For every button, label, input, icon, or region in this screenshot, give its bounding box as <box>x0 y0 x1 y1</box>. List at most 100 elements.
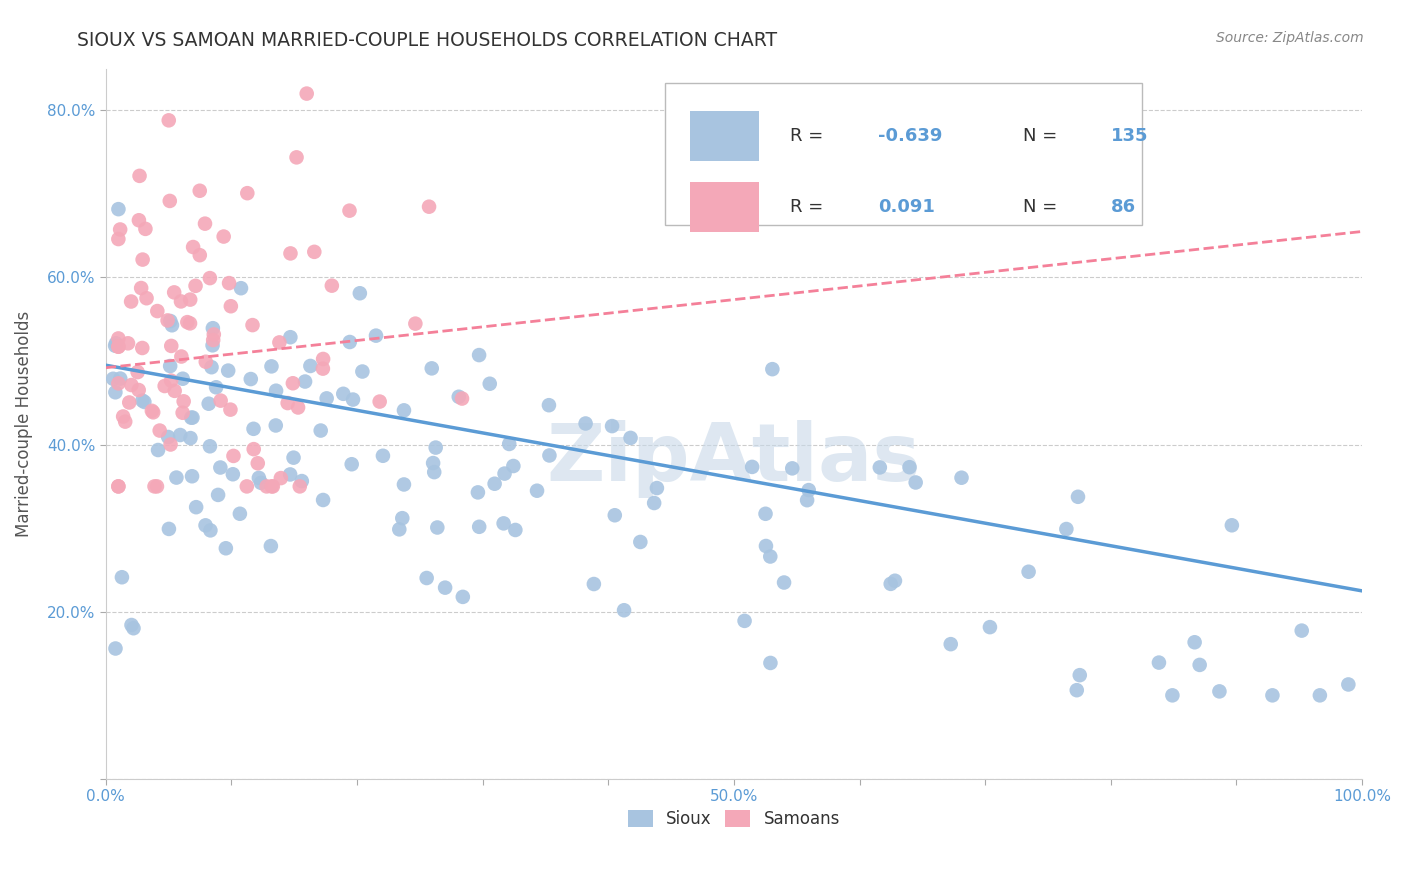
Point <box>131 341 153 355</box>
Point <box>285 150 308 164</box>
Point <box>780 461 803 475</box>
Point <box>104 339 127 353</box>
Point <box>478 376 501 391</box>
Point <box>600 419 623 434</box>
Point <box>219 402 242 417</box>
Text: R =: R = <box>790 127 830 145</box>
Point <box>260 539 283 553</box>
Point <box>342 392 364 407</box>
Point <box>179 293 201 307</box>
Point <box>294 375 316 389</box>
Point <box>645 481 668 495</box>
Point <box>537 398 560 412</box>
Point <box>160 339 183 353</box>
Point <box>217 363 239 377</box>
Point <box>451 590 474 604</box>
Point <box>129 281 152 295</box>
Point <box>247 471 270 485</box>
Point <box>574 417 596 431</box>
Point <box>422 456 444 470</box>
Point <box>494 467 516 481</box>
Point <box>134 222 156 236</box>
Point <box>939 637 962 651</box>
Text: Source: ZipAtlas.com: Source: ZipAtlas.com <box>1216 31 1364 45</box>
Point <box>423 465 446 479</box>
Point <box>181 469 204 483</box>
Point <box>884 574 907 588</box>
Point <box>153 379 176 393</box>
Text: ZipAtlas: ZipAtlas <box>547 420 921 499</box>
Point <box>392 403 415 417</box>
Point <box>194 355 217 369</box>
Point <box>388 522 411 536</box>
Point <box>180 410 202 425</box>
Point <box>304 244 326 259</box>
Point <box>107 479 129 493</box>
Point <box>104 385 127 400</box>
Point <box>1188 657 1211 672</box>
Point <box>246 456 269 470</box>
Point <box>117 336 139 351</box>
Point <box>107 202 129 216</box>
Point <box>236 479 259 493</box>
Point <box>468 520 491 534</box>
Point <box>242 318 264 332</box>
Point <box>176 315 198 329</box>
Point <box>339 334 361 349</box>
Point <box>340 457 363 471</box>
Point <box>110 371 132 385</box>
FancyBboxPatch shape <box>690 112 759 161</box>
Point <box>159 194 181 208</box>
Point <box>1161 689 1184 703</box>
Point <box>287 401 309 415</box>
Point <box>278 467 301 482</box>
Point <box>141 404 163 418</box>
Point <box>643 496 665 510</box>
Point <box>467 485 489 500</box>
Point <box>112 409 135 424</box>
Point <box>134 395 156 409</box>
Point <box>107 340 129 354</box>
Text: N =: N = <box>1022 198 1063 216</box>
Point <box>202 333 225 347</box>
Point <box>165 470 187 484</box>
Point <box>1208 684 1230 698</box>
Point <box>950 471 973 485</box>
Point <box>215 541 238 556</box>
Point <box>170 350 193 364</box>
Point <box>1337 677 1360 691</box>
Point <box>131 393 153 408</box>
Point <box>270 471 292 485</box>
Point <box>205 380 228 394</box>
Point <box>1018 565 1040 579</box>
Point <box>264 384 287 398</box>
Point <box>299 359 322 373</box>
Text: 86: 86 <box>1111 198 1136 216</box>
Point <box>269 335 291 350</box>
Point <box>201 338 224 352</box>
Point <box>505 523 527 537</box>
Point <box>142 405 165 419</box>
Point <box>170 294 193 309</box>
Point <box>1069 668 1091 682</box>
Point <box>312 351 335 366</box>
Point <box>157 522 180 536</box>
Point <box>120 294 142 309</box>
Point <box>502 458 524 473</box>
Point <box>200 360 222 375</box>
Point <box>128 169 150 183</box>
Point <box>157 430 180 444</box>
Point <box>312 361 335 376</box>
Point <box>321 278 343 293</box>
Point <box>179 431 201 445</box>
Point <box>239 372 262 386</box>
Point <box>107 340 129 354</box>
Point <box>761 362 783 376</box>
Point <box>194 217 217 231</box>
Point <box>391 511 413 525</box>
Point <box>392 477 415 491</box>
Point <box>603 508 626 523</box>
Text: -0.639: -0.639 <box>879 127 943 145</box>
Text: SIOUX VS SAMOAN MARRIED-COUPLE HOUSEHOLDS CORRELATION CHART: SIOUX VS SAMOAN MARRIED-COUPLE HOUSEHOLD… <box>77 31 778 50</box>
Point <box>277 396 299 410</box>
